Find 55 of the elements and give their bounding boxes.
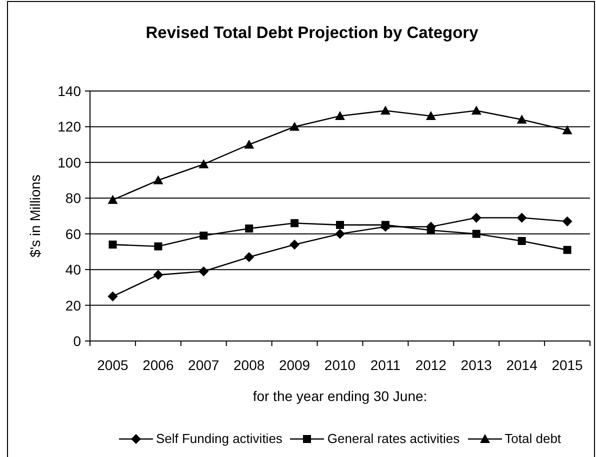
y-tick-label: 40 — [65, 262, 82, 278]
y-tick-label: 0 — [73, 332, 82, 349]
point — [471, 106, 482, 115]
y-tick-label: 20 — [65, 297, 82, 314]
point — [153, 270, 164, 280]
legend-label: Total debt — [504, 431, 562, 446]
x-tick-label: 2006 — [142, 357, 174, 373]
chart-title: Revised Total Debt Projection by Category — [144, 24, 480, 43]
point — [336, 220, 344, 229]
y-tick-label: 100 — [58, 154, 82, 170]
x-tick-label: 2008 — [234, 357, 265, 373]
x-axis-title: for the year ending 30 June: — [252, 388, 428, 404]
point — [562, 216, 572, 226]
x-tick-label: 2007 — [188, 357, 220, 373]
point — [472, 230, 480, 238]
point — [290, 122, 300, 131]
legend-label: General rates activities — [327, 431, 460, 446]
point — [516, 212, 527, 223]
x-tick-label: 2010 — [324, 357, 356, 373]
point — [154, 242, 162, 250]
x-tick-label: 2015 — [552, 357, 584, 373]
point — [335, 111, 345, 120]
point — [153, 175, 164, 184]
point — [290, 240, 300, 250]
x-tick-label: 2012 — [415, 357, 447, 373]
point — [244, 140, 254, 149]
y-tick-label: 60 — [65, 226, 82, 242]
x-tick-label: 2013 — [460, 357, 492, 373]
legend-label: Self Funding activities — [156, 431, 282, 446]
point — [245, 224, 254, 232]
point — [516, 114, 527, 124]
point — [198, 159, 209, 168]
point — [471, 212, 482, 223]
x-tick-label: 2009 — [278, 357, 310, 373]
point — [198, 266, 209, 276]
point — [380, 106, 390, 115]
x-tick-label: 2011 — [370, 357, 401, 373]
point — [381, 220, 390, 229]
point — [108, 194, 118, 204]
point — [335, 228, 345, 239]
point — [518, 237, 526, 245]
point — [563, 246, 572, 254]
x-tick-label: 2014 — [506, 357, 538, 373]
y-axis-title: $'s in Millions — [27, 174, 43, 258]
y-tick-label: 140 — [58, 82, 82, 99]
point — [108, 240, 117, 249]
y-tick-label: 80 — [65, 190, 82, 206]
x-tick-label: 2005 — [97, 357, 129, 373]
point — [290, 219, 299, 228]
y-tick-label: 120 — [58, 118, 82, 135]
point — [426, 111, 436, 120]
point — [562, 125, 572, 134]
point — [108, 291, 118, 302]
point — [244, 252, 254, 262]
point — [200, 232, 208, 240]
